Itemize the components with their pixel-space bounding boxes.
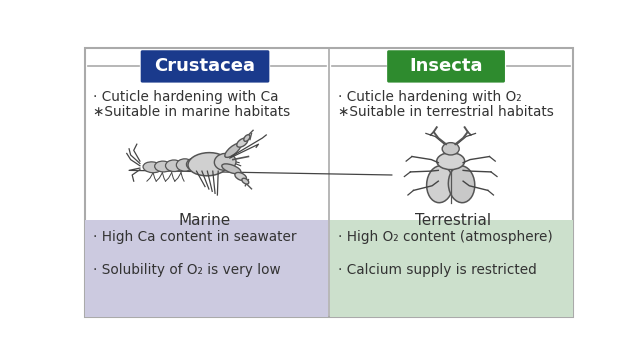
Text: · Cuticle hardening with O₂: · Cuticle hardening with O₂ <box>338 90 522 104</box>
FancyBboxPatch shape <box>330 219 573 317</box>
FancyBboxPatch shape <box>85 48 573 317</box>
Ellipse shape <box>143 162 162 173</box>
Ellipse shape <box>242 178 248 184</box>
Ellipse shape <box>214 153 236 170</box>
Ellipse shape <box>188 153 229 176</box>
Ellipse shape <box>186 158 205 171</box>
Ellipse shape <box>225 143 241 157</box>
Ellipse shape <box>177 159 193 171</box>
Ellipse shape <box>442 143 459 155</box>
Text: ∗Suitable in terrestrial habitats: ∗Suitable in terrestrial habitats <box>338 105 554 119</box>
Ellipse shape <box>155 161 171 172</box>
Text: Crustacea: Crustacea <box>155 57 256 75</box>
FancyBboxPatch shape <box>141 50 270 83</box>
Text: Marine: Marine <box>178 213 230 229</box>
Text: · Cuticle hardening with Ca: · Cuticle hardening with Ca <box>92 90 278 104</box>
Ellipse shape <box>448 166 474 203</box>
Text: Insecta: Insecta <box>410 57 483 75</box>
Text: · Calcium supply is restricted: · Calcium supply is restricted <box>338 263 537 277</box>
Ellipse shape <box>166 160 182 171</box>
Text: Terrestrial: Terrestrial <box>415 213 492 229</box>
Ellipse shape <box>237 138 248 147</box>
Ellipse shape <box>222 164 241 174</box>
Ellipse shape <box>427 166 453 203</box>
Text: · Solubility of O₂ is very low: · Solubility of O₂ is very low <box>92 263 281 277</box>
Ellipse shape <box>235 173 247 180</box>
Ellipse shape <box>244 135 250 142</box>
Text: ∗Suitable in marine habitats: ∗Suitable in marine habitats <box>92 105 290 119</box>
Text: · High Ca content in seawater: · High Ca content in seawater <box>92 230 296 244</box>
FancyBboxPatch shape <box>387 50 505 83</box>
Ellipse shape <box>437 153 465 170</box>
FancyBboxPatch shape <box>85 219 328 317</box>
Text: · High O₂ content (atmosphere): · High O₂ content (atmosphere) <box>338 230 553 244</box>
